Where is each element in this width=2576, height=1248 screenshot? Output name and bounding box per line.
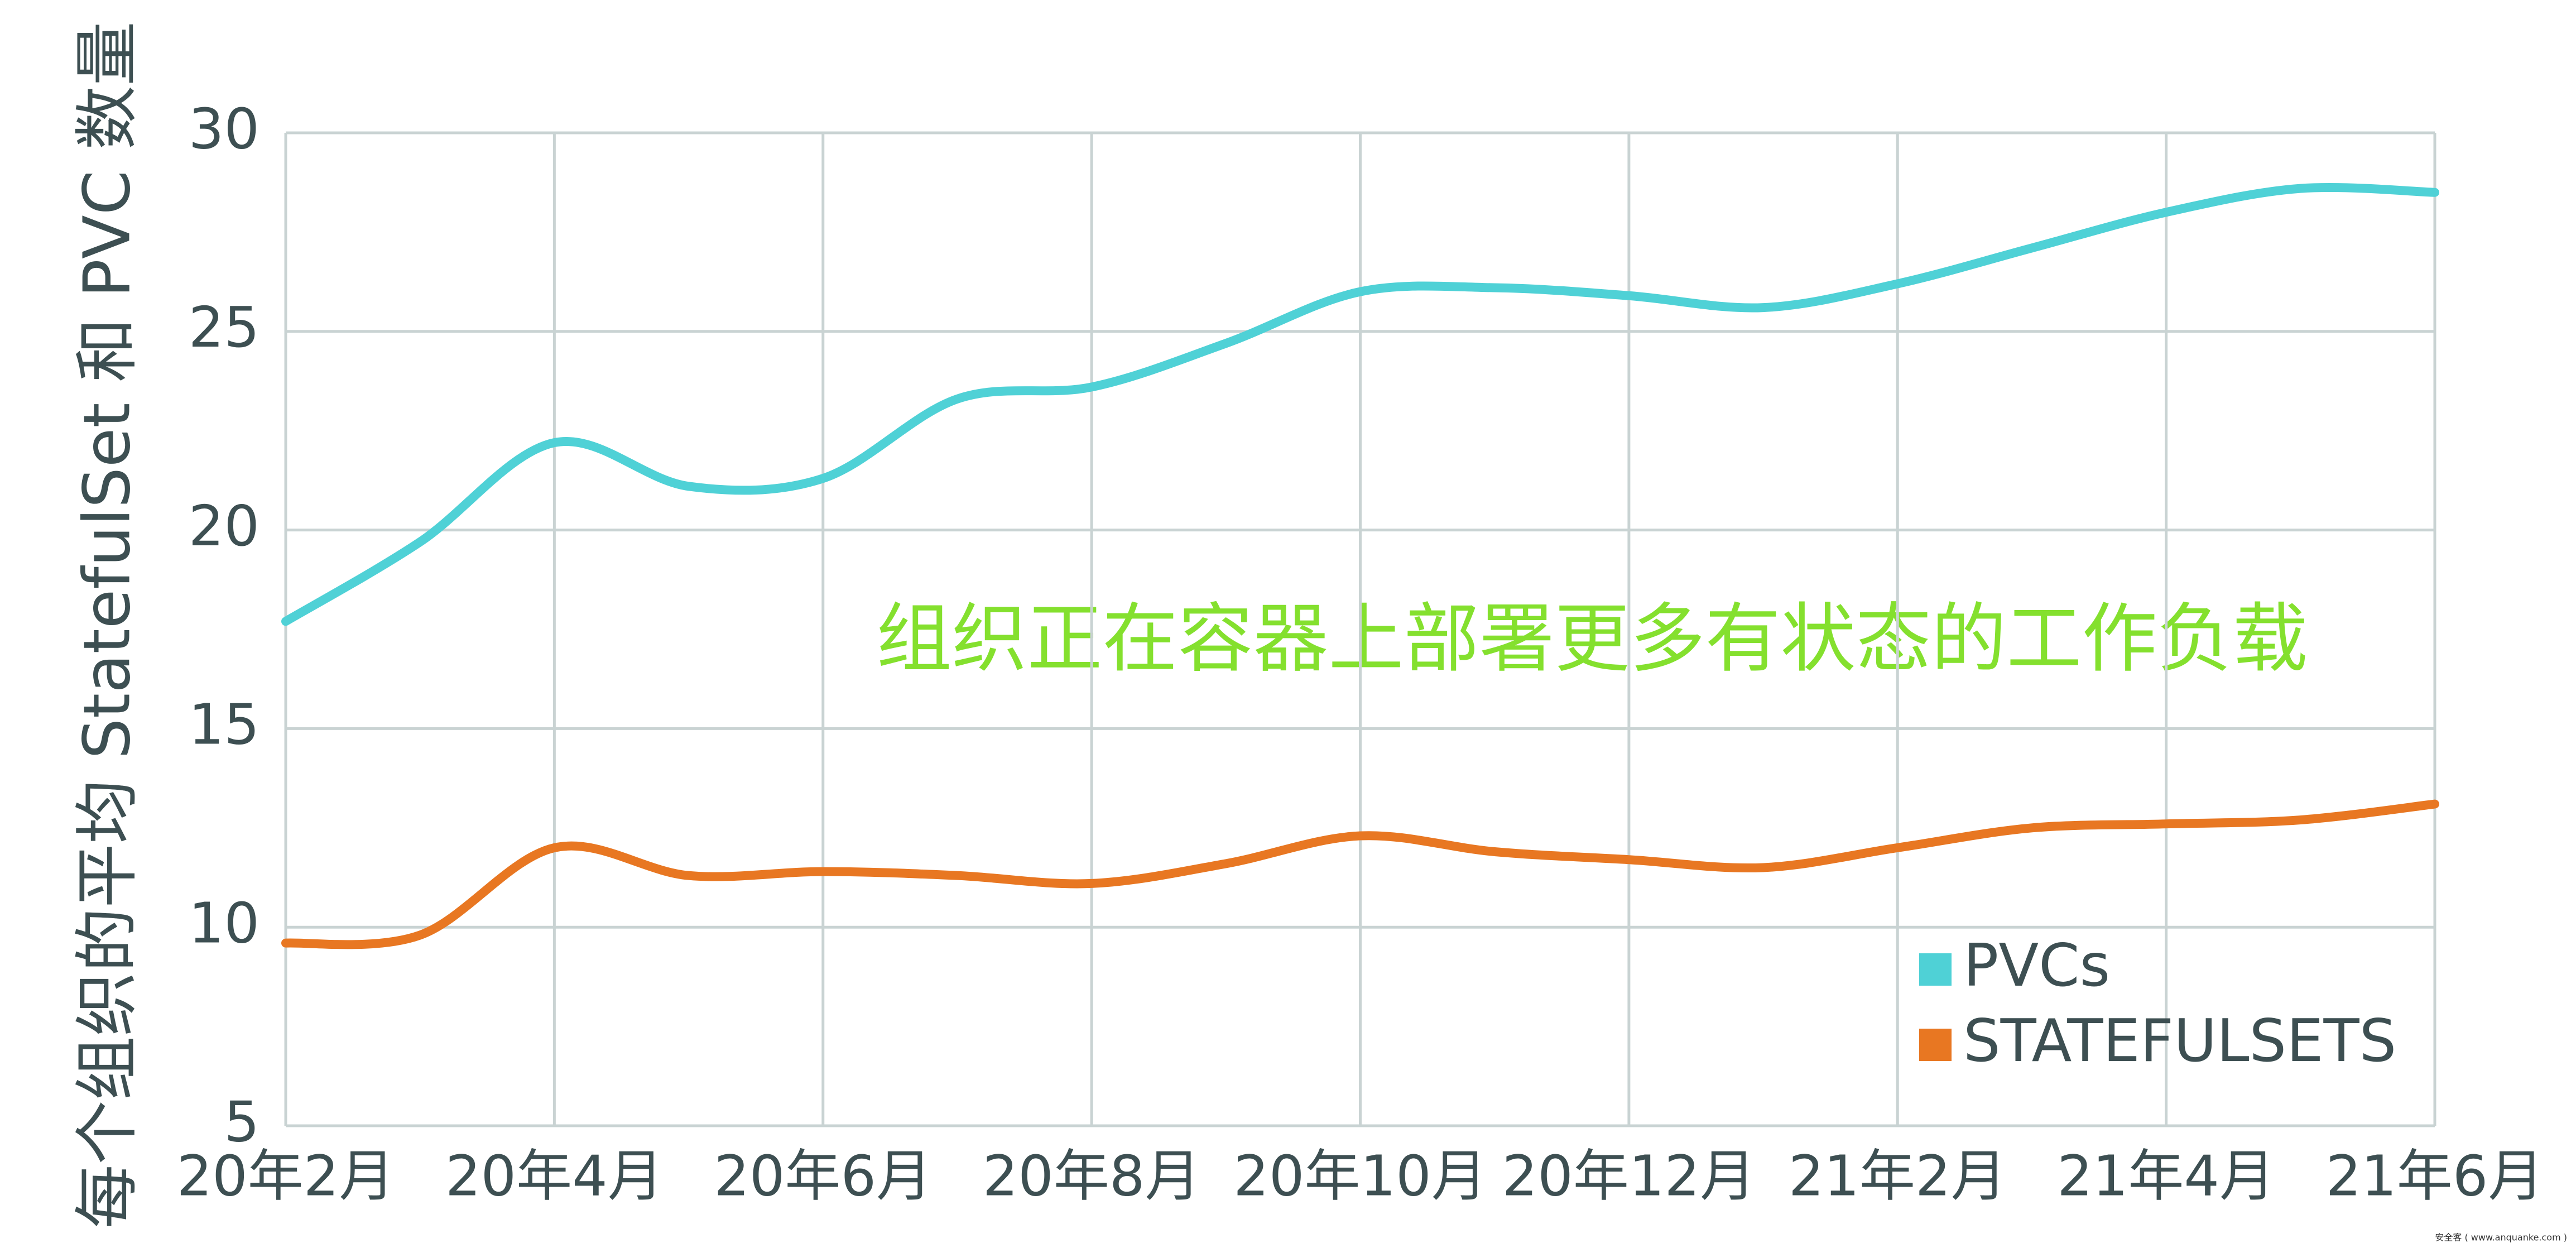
x-tick-label: 20年12月	[1502, 1143, 1756, 1208]
y-tick-label: 15	[189, 692, 259, 757]
line	[281, 799, 2439, 949]
legend-swatch	[1919, 953, 1952, 986]
y-axis-label: 每个组织的平均 StatefulSet 和 PVC 数量	[70, 21, 145, 1228]
x-tick-label: 21年6月	[2326, 1143, 2544, 1208]
y-tick-label: 20	[189, 493, 259, 559]
x-tick-label: 20年8月	[983, 1143, 1201, 1208]
legend-swatch	[1919, 1029, 1952, 1061]
annotation: 组织正在容器上部署更多有状态的工作负载	[877, 595, 2308, 683]
x-tick-label: 21年4月	[2057, 1143, 2275, 1208]
y-tick-label: 5	[224, 1089, 259, 1154]
x-tick-label: 20年2月	[177, 1143, 395, 1208]
x-tick-label: 20年4月	[445, 1143, 664, 1208]
legend-label: PVCs	[1963, 932, 2110, 1000]
y-tick-label: 30	[189, 96, 259, 161]
y-tick-label: 25	[189, 295, 259, 360]
x-tick-label: 20年10月	[1233, 1143, 1487, 1208]
line	[281, 183, 2439, 626]
watermark: 安全客 ( www.anquanke.com )	[2435, 1232, 2567, 1243]
x-tick-label: 20年6月	[714, 1143, 932, 1208]
legend-label: STATEFULSETS	[1963, 1007, 2396, 1075]
x-tick-label: 21年2月	[1789, 1143, 2007, 1208]
y-tick-label: 10	[189, 891, 259, 956]
